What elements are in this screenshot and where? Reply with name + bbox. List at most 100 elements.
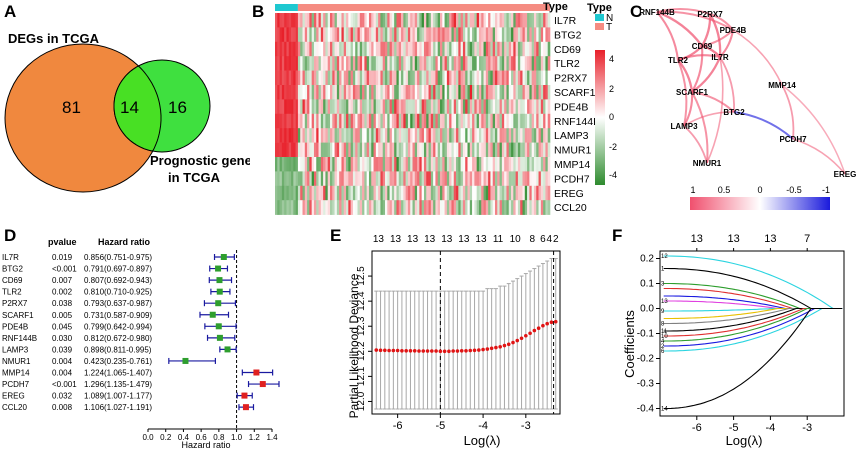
heatmap-cell xyxy=(355,99,358,115)
heatmap-cell xyxy=(430,41,434,57)
heatmap-cell xyxy=(476,200,480,215)
heatmap-cell xyxy=(350,56,354,71)
heatmap-cell xyxy=(368,99,372,115)
heatmap-cell xyxy=(325,128,329,143)
forest-row: TLR2 0.002 0.810(0.710-0.925) xyxy=(2,288,231,297)
heatmap-cell xyxy=(398,85,402,100)
heatmap-cell xyxy=(316,41,319,57)
heatmap-cell xyxy=(478,200,482,215)
heatmap-cell xyxy=(433,113,436,129)
heatmap-cell xyxy=(389,41,393,57)
heatmap-cell xyxy=(421,113,425,129)
heatmap-cell xyxy=(419,128,422,143)
heatmap-cell xyxy=(295,99,299,115)
heatmap-cell xyxy=(488,27,491,43)
heatmap-cell xyxy=(460,128,464,143)
heatmap-cell xyxy=(524,41,528,57)
heatmap-cell xyxy=(304,157,308,172)
cv-point xyxy=(374,348,379,352)
heatmap-cell xyxy=(437,113,441,129)
heatmap-cell xyxy=(462,171,466,187)
heatmap-cell xyxy=(277,128,280,143)
heatmap-cell xyxy=(446,142,450,158)
heatmap-cell xyxy=(375,200,379,215)
heatmap-cell xyxy=(495,185,498,201)
heatmap-type-title: Type xyxy=(543,1,568,13)
heatmap-cell xyxy=(343,41,347,57)
heatmap-cell xyxy=(362,70,365,86)
forest-estimate-marker xyxy=(253,369,260,376)
heatmap-cell xyxy=(469,128,473,143)
heatmap-cell xyxy=(547,27,551,43)
heatmap-cell xyxy=(520,128,523,143)
heatmap-cell xyxy=(517,41,521,57)
forest-pvalue: 0.004 xyxy=(52,357,73,366)
heatmap-cell xyxy=(325,185,329,201)
heatmap-cell xyxy=(375,70,379,86)
heatmap-cell xyxy=(433,142,436,158)
heatmap-cell xyxy=(323,70,326,86)
heatmap-cell xyxy=(481,13,484,28)
heatmap-cell xyxy=(391,13,395,28)
heatmap-cell xyxy=(504,142,507,158)
heatmap-cell xyxy=(307,200,310,215)
heatmap-cell xyxy=(357,200,361,215)
heatmap-cell xyxy=(391,113,395,129)
heatmap-cell xyxy=(366,85,370,100)
heatmap-cell xyxy=(460,85,464,100)
heatmap-cell xyxy=(297,171,301,187)
heatmap-cell xyxy=(483,70,487,86)
heatmap-cell xyxy=(536,99,539,115)
heatmap-cell xyxy=(378,85,381,100)
heatmap-cell xyxy=(513,70,516,86)
heatmap-cell xyxy=(513,41,516,57)
heatmap-cell xyxy=(501,70,505,86)
heatmap-cell xyxy=(320,27,324,43)
heatmap-cell xyxy=(501,56,505,71)
heatmap-cell xyxy=(442,142,445,158)
heatmap-cell xyxy=(275,56,278,71)
heatmap-cell xyxy=(472,13,475,28)
heatmap-cell xyxy=(375,142,379,158)
heatmap-cell xyxy=(336,13,340,28)
heatmap-cell xyxy=(346,185,349,201)
heatmap-cell xyxy=(382,185,386,201)
heatmap-cell xyxy=(511,142,514,158)
heatmap-cell xyxy=(401,157,404,172)
heatmap-cell xyxy=(524,27,528,43)
heatmap-cell xyxy=(490,41,494,57)
heatmap-cell xyxy=(524,85,528,100)
heatmap-cell xyxy=(334,99,338,115)
heatmap-cell xyxy=(277,13,280,28)
heatmap-cell xyxy=(442,113,445,129)
network-edge xyxy=(656,11,680,61)
heatmap-cell xyxy=(495,85,498,100)
heatmap-cell xyxy=(458,113,461,129)
heatmap-cell xyxy=(527,13,530,28)
heatmap-cell xyxy=(364,41,367,57)
heatmap-cell xyxy=(336,85,340,100)
heatmap-cell xyxy=(540,171,544,187)
heatmap-cell xyxy=(295,13,299,28)
heatmap-cell xyxy=(364,27,367,43)
heatmap-cell xyxy=(359,99,363,115)
heatmap-cell xyxy=(414,185,418,201)
heatmap-scale-tick: 2 xyxy=(609,84,614,94)
forest-row: NMUR1 0.004 0.423(0.235-0.761) xyxy=(2,357,217,366)
heatmap-cell xyxy=(387,70,390,86)
heatmap-cell xyxy=(357,56,361,71)
heatmap-cell xyxy=(426,70,429,86)
heatmap-cell xyxy=(291,113,294,129)
heatmap-cell xyxy=(442,128,445,143)
heatmap-cell xyxy=(311,113,315,129)
heatmap-cell xyxy=(444,185,448,201)
heatmap-cell xyxy=(495,128,498,143)
heatmap-cell xyxy=(389,142,393,158)
heatmap-cell xyxy=(515,128,519,143)
heatmap-cell xyxy=(543,85,546,100)
heatmap-cell xyxy=(547,70,551,86)
forest-hr-text: 0.810(0.710-0.925) xyxy=(84,288,152,297)
heatmap-cell xyxy=(320,41,324,57)
heatmap-cell xyxy=(277,185,280,201)
heatmap-cell xyxy=(352,142,356,158)
